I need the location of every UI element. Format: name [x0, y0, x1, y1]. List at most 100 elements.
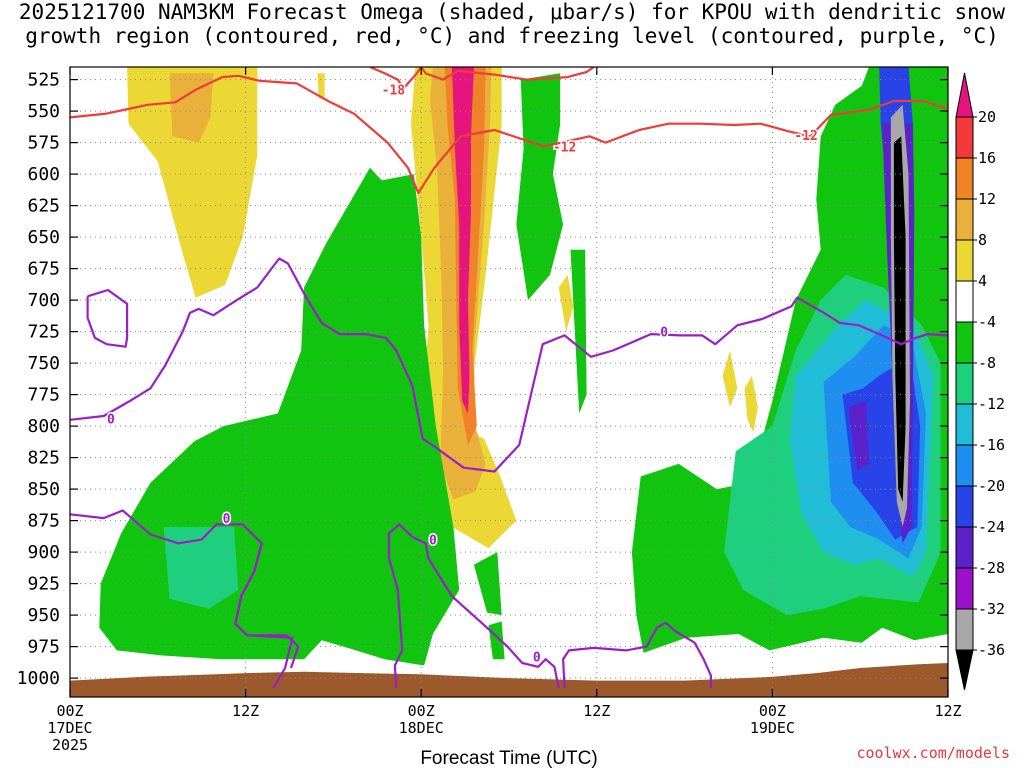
freezing-contour-label: 0 [429, 534, 437, 549]
dgz-contour-line-2 [420, 67, 595, 81]
y-tick-label: 600 [27, 164, 60, 185]
freezing-contour-label: 0 [223, 512, 231, 527]
gridlines [70, 67, 948, 697]
colorbar-bin [955, 567, 974, 610]
colorbar-tick-label: 4 [978, 272, 987, 290]
x-tick-label: 00Z [408, 702, 435, 720]
y-tick-label: 900 [27, 542, 60, 563]
y-tick-label: 725 [27, 322, 60, 343]
colorbar-bin [955, 362, 974, 405]
x-tick-label: 00Z [56, 702, 83, 720]
colorbar: 20 16 12 8 4 -4 -8 -12 -16 -20 -24 -28 -32 -36 [955, 72, 1005, 691]
omega-region-6 [317, 73, 325, 99]
dgz-contour-line-0 [369, 67, 423, 90]
colorbar-bin [955, 321, 974, 364]
omega-region-5 [451, 67, 474, 414]
chart-title: 2025121700 NAM3KM Forecast Omega (shaded… [0, 0, 1024, 48]
omega-region-7 [722, 350, 738, 408]
x-tick-label: 12Z [232, 702, 259, 720]
y-tick-label: 775 [27, 385, 60, 406]
omega-region-16 [163, 526, 239, 609]
x-tick-label: 18DEC [399, 719, 444, 737]
colorbar-tick-label: -28 [978, 559, 1005, 577]
y-tick-label: 700 [27, 290, 60, 311]
x-tick-label: 12Z [583, 702, 610, 720]
colorbar-tick-label: 12 [978, 190, 996, 208]
omega-shading [70, 67, 948, 697]
y-tick-label: 550 [27, 101, 60, 122]
colorbar-tick-label: -32 [978, 600, 1005, 618]
y-tick-label: 575 [27, 133, 60, 154]
colorbar-bin [955, 608, 974, 651]
omega-region-25 [893, 136, 906, 502]
freezing-contour-label: 0 [533, 651, 541, 666]
freezing-contour-line-5 [561, 621, 713, 689]
terrain-ground [70, 663, 948, 697]
y-tick-label: 625 [27, 196, 60, 217]
terrain-layer [70, 663, 948, 697]
colorbar-bin [955, 198, 974, 241]
y-tick-label: 675 [27, 259, 60, 280]
freezing-contour-label: 0 [107, 413, 115, 428]
plot-frame [69, 66, 949, 698]
colorbar-bin [955, 485, 974, 528]
colorbar-tick-label: -24 [978, 518, 1005, 536]
colorbar-bin [955, 526, 974, 569]
omega-region-15 [473, 552, 502, 616]
colorbar-tick-label: 8 [978, 231, 987, 249]
x-tick-label: 19DEC [750, 719, 795, 737]
x-tick-label: 00Z [759, 702, 786, 720]
y-tick-label: 650 [27, 227, 60, 248]
freezing-contour-line-1 [86, 288, 129, 348]
omega-region-11 [516, 73, 564, 301]
y-tick-label: 975 [27, 637, 60, 658]
y-tick-label: 850 [27, 479, 60, 500]
colorbar-tick-label: 16 [978, 149, 996, 167]
colorbar-tick-label: -4 [978, 313, 996, 331]
freezing-contour-line-3 [234, 543, 294, 689]
omega-region-22 [848, 400, 869, 471]
omega-region-14 [488, 621, 505, 660]
colorbar-tick-label: -20 [978, 477, 1005, 495]
y-tick-label: 800 [27, 416, 60, 437]
credit-text: coolwx.com/models [856, 744, 1010, 762]
chart-title-line-1: 2025121700 NAM3KM Forecast Omega (shaded… [18, 0, 1006, 24]
x-tick-label: 17DEC [47, 719, 92, 737]
omega-region-1 [169, 73, 214, 143]
colorbar-bin [955, 157, 974, 200]
y-tick-label: 750 [27, 353, 60, 374]
y-tick-label: 525 [27, 70, 60, 91]
omega-region-8 [744, 375, 758, 433]
colorbar-bin [955, 116, 974, 159]
freezing-contour-label: 0 [660, 326, 668, 341]
colorbar-bin [955, 280, 974, 323]
colorbar-top-arrow [955, 72, 974, 118]
y-tick-label: 825 [27, 448, 60, 469]
colorbar-tick-label: -16 [978, 436, 1005, 454]
x-tick-label: 2025 [52, 736, 88, 754]
contour-layer: -18 -12 -12 0 0 0 0 0 [70, 67, 948, 689]
colorbar-tick-label: -36 [978, 641, 1005, 659]
colorbar-bin [955, 239, 974, 282]
omega-region-0 [127, 67, 258, 298]
dgz-contour-label: -12 [794, 129, 817, 144]
colorbar-tick-label: 20 [978, 108, 996, 126]
freezing-contour-line-0 [70, 257, 948, 473]
x-axis-label: Forecast Time (UTC) [420, 748, 597, 768]
chart-title-line-2: growth region (contoured, red, °C) and f… [25, 24, 999, 48]
colorbar-tick-label: -8 [978, 354, 996, 372]
dgz-contour-label: -18 [382, 84, 406, 99]
y-tick-label: 925 [27, 574, 60, 595]
omega-region-12 [570, 249, 587, 414]
y-tick-label: 1000 [17, 668, 60, 689]
colorbar-bin [955, 444, 974, 487]
omega-region-9 [558, 274, 574, 332]
colorbar-bottom-arrow [955, 649, 974, 691]
y-tick-label: 950 [27, 605, 60, 626]
x-tick-label: 12Z [934, 702, 961, 720]
dgz-contour-line-1 [70, 74, 948, 195]
freezing-contour-line-4 [387, 523, 560, 689]
colorbar-bin [955, 403, 974, 446]
dgz-contour-label: -12 [553, 140, 576, 155]
